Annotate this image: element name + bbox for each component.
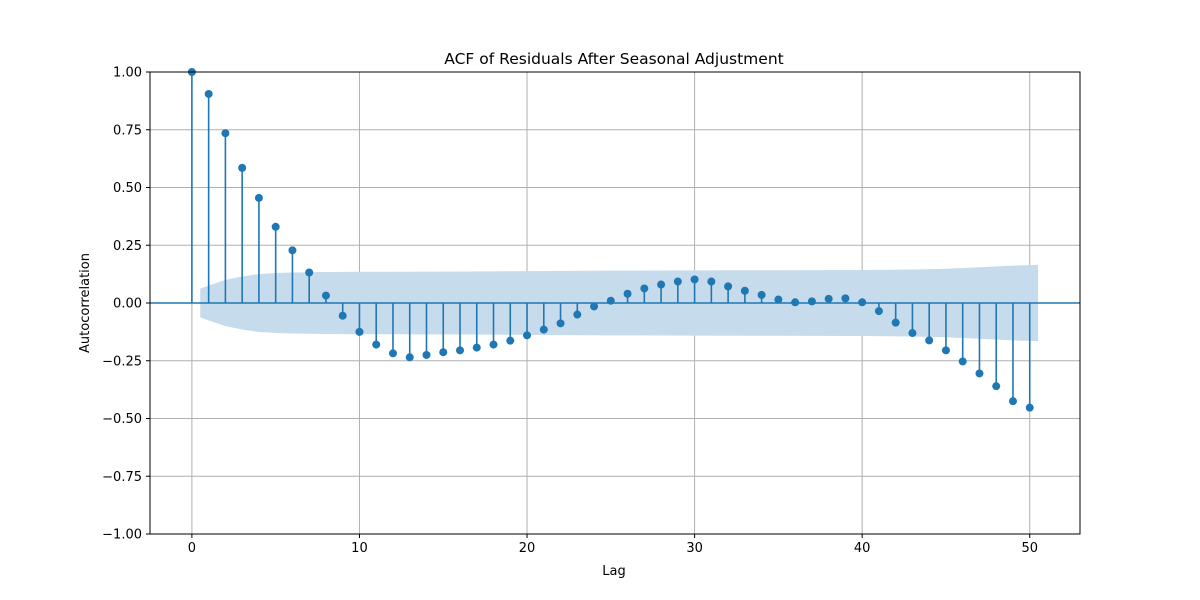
acf-point bbox=[271, 222, 280, 231]
acf-point bbox=[858, 298, 867, 307]
y-axis-ticks: −1.00 −0.75 −0.50 −0.25 0.00 0.25 0.50 0.75 1.00 bbox=[102, 66, 150, 543]
x-axis-label: Lag bbox=[602, 564, 625, 579]
acf-point bbox=[288, 246, 297, 255]
acf-point bbox=[673, 277, 682, 286]
acf-point bbox=[355, 327, 364, 336]
y-axis-label: Autocorrelation bbox=[78, 253, 93, 353]
acf-point bbox=[975, 369, 984, 378]
acf-point bbox=[405, 353, 414, 362]
acf-point bbox=[539, 325, 548, 334]
y-tick-label: 1.00 bbox=[113, 66, 142, 81]
y-tick-label: 0.75 bbox=[113, 123, 142, 138]
x-tick-label: 30 bbox=[686, 541, 703, 556]
acf-point bbox=[372, 340, 381, 349]
acf-point bbox=[238, 163, 247, 172]
y-tick-label: 0.25 bbox=[113, 239, 142, 254]
acf-point bbox=[1008, 397, 1017, 406]
acf-point bbox=[456, 346, 464, 355]
acf-point bbox=[774, 295, 783, 304]
acf-point bbox=[1025, 403, 1034, 412]
chart-title: ACF of Residuals After Seasonal Adjustme… bbox=[444, 50, 783, 68]
acf-point bbox=[472, 343, 481, 352]
x-tick-label: 0 bbox=[188, 541, 196, 556]
x-tick-label: 40 bbox=[854, 541, 871, 556]
y-tick-label: 0.00 bbox=[113, 297, 142, 312]
y-tick-label: −1.00 bbox=[102, 528, 142, 543]
acf-point bbox=[807, 297, 816, 306]
acf-point bbox=[523, 331, 532, 340]
acf-point bbox=[791, 298, 800, 307]
acf-point bbox=[724, 282, 733, 291]
acf-point bbox=[305, 268, 314, 277]
x-tick-label: 10 bbox=[351, 541, 368, 556]
acf-point bbox=[757, 290, 766, 299]
acf-point bbox=[958, 357, 967, 366]
acf-point bbox=[640, 284, 649, 293]
acf-point bbox=[925, 336, 934, 345]
acf-point bbox=[707, 277, 716, 286]
acf-point bbox=[439, 348, 448, 357]
x-tick-label: 20 bbox=[519, 541, 536, 556]
acf-stems bbox=[191, 72, 1031, 408]
acf-point bbox=[338, 311, 347, 320]
acf-point bbox=[204, 89, 213, 98]
acf-point bbox=[573, 310, 582, 319]
acf-point bbox=[556, 319, 565, 328]
acf-point bbox=[321, 291, 330, 300]
y-tick-label: 0.50 bbox=[113, 181, 142, 196]
x-axis-ticks: 0 10 20 30 40 50 bbox=[188, 534, 1038, 556]
acf-point bbox=[992, 382, 1001, 391]
acf-point bbox=[221, 129, 230, 138]
acf-point bbox=[590, 302, 599, 311]
acf-point bbox=[422, 350, 431, 359]
acf-point bbox=[388, 349, 397, 358]
acf-point bbox=[657, 280, 666, 289]
acf-point bbox=[841, 294, 850, 303]
acf-point bbox=[941, 346, 950, 355]
acf-point bbox=[824, 294, 833, 303]
x-tick-label: 50 bbox=[1021, 541, 1038, 556]
y-tick-label: −0.50 bbox=[102, 412, 142, 427]
acf-point bbox=[891, 318, 900, 327]
acf-point bbox=[489, 340, 498, 349]
acf-point bbox=[623, 289, 632, 298]
acf-markers bbox=[187, 68, 1034, 412]
acf-point bbox=[506, 336, 515, 345]
acf-point bbox=[874, 307, 883, 316]
y-tick-label: −0.75 bbox=[102, 470, 142, 485]
acf-point bbox=[254, 193, 263, 202]
acf-point bbox=[690, 275, 699, 284]
acf-point bbox=[740, 286, 749, 295]
acf-point bbox=[908, 329, 917, 338]
y-tick-label: −0.25 bbox=[102, 354, 142, 369]
acf-point bbox=[606, 296, 615, 305]
